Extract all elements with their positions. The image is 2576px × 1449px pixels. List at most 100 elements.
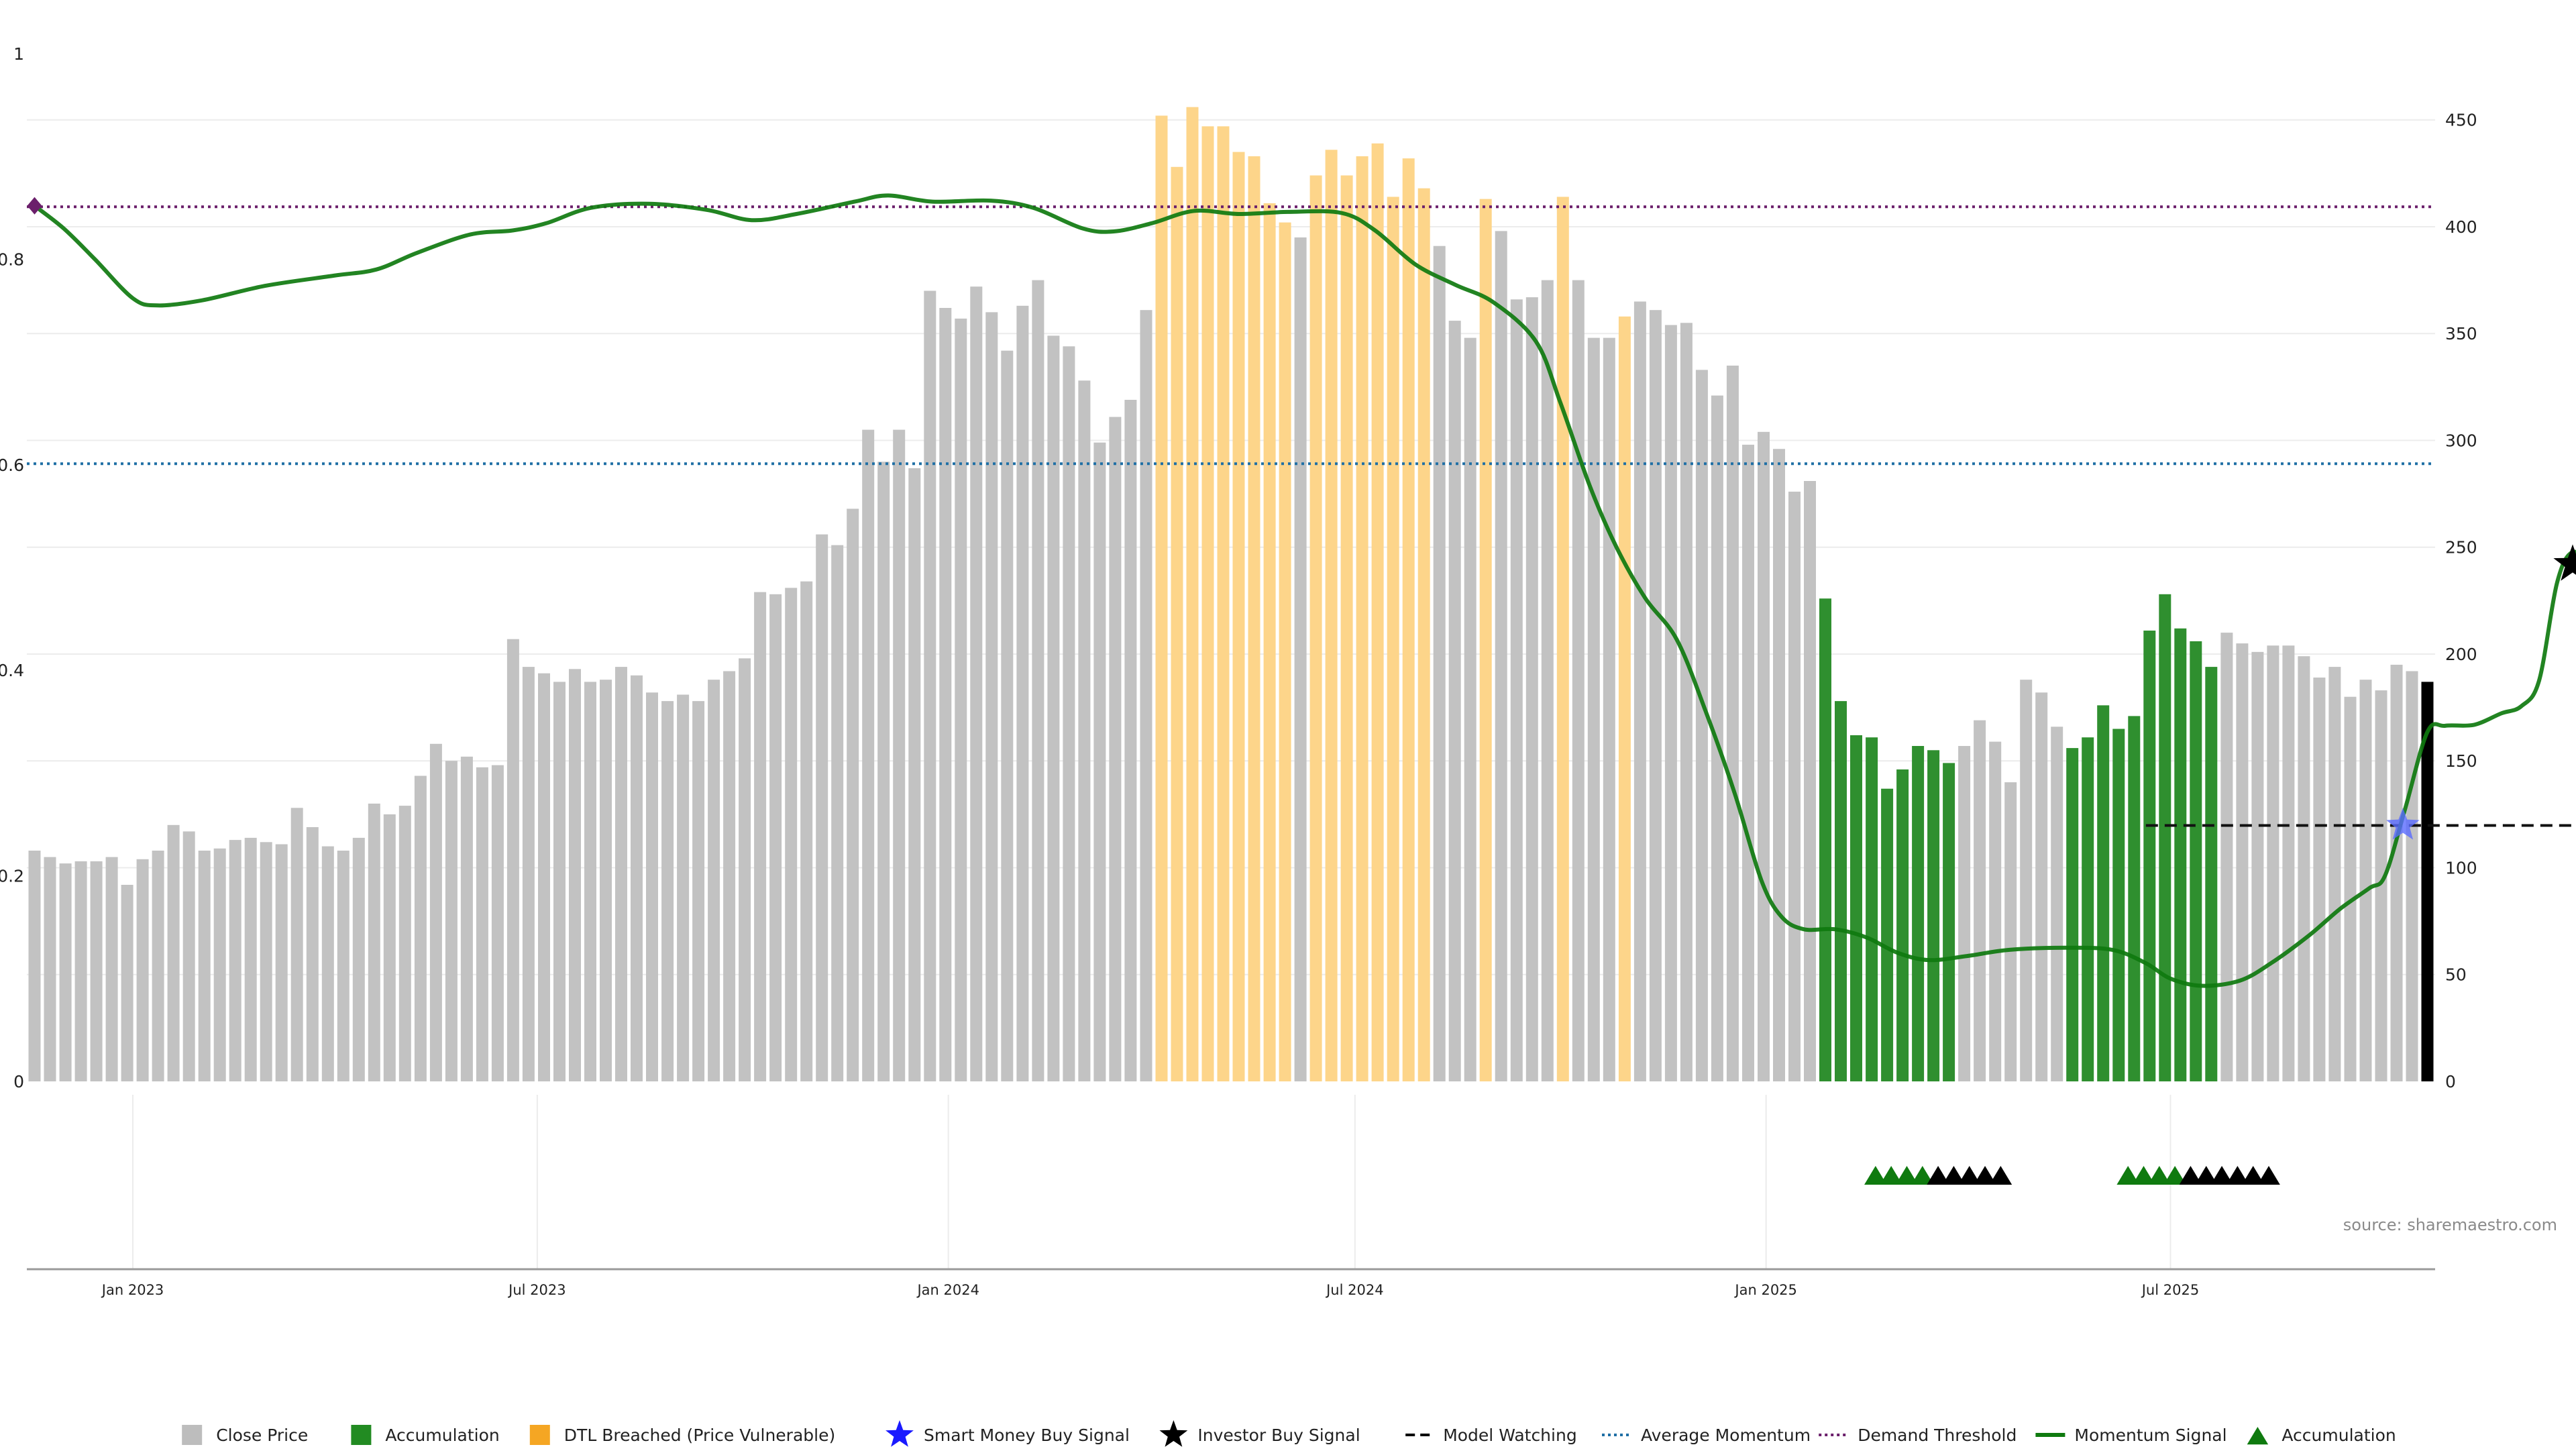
legend-item: Close Price [182, 1425, 308, 1445]
bar-price [692, 701, 705, 1081]
bar-dtl [1556, 197, 1569, 1081]
bar-price [213, 848, 226, 1081]
left-axis-tick-label: 0.8 [0, 250, 24, 269]
right-axis-tick-label: 300 [2445, 431, 2477, 450]
bar-price [2020, 680, 2033, 1081]
bar-acc [1927, 750, 1940, 1081]
bar-price [1603, 337, 1615, 1082]
bar-price [955, 318, 967, 1081]
bar-price [1001, 350, 1014, 1082]
bar-price [1124, 400, 1137, 1081]
x-axis-tick-label: Jul 2023 [507, 1282, 566, 1298]
bar-dtl [1479, 199, 1492, 1082]
bar-price [460, 756, 473, 1081]
accumulation-triangle-green [2148, 1166, 2171, 1185]
bar-price [74, 861, 87, 1081]
bar-price [1140, 310, 1152, 1082]
bar-price [1726, 366, 1739, 1081]
bar-price [893, 429, 906, 1081]
bar-price [352, 837, 365, 1081]
bar-price [1758, 431, 1770, 1081]
bar-price [44, 857, 56, 1081]
legend-label: Close Price [216, 1426, 308, 1445]
legend-item: Investor Buy Signal [1159, 1420, 1360, 1447]
bar-price [2035, 692, 2048, 1081]
bar-price [368, 803, 380, 1081]
legend-swatch [351, 1425, 372, 1445]
bar-dtl [1371, 143, 1384, 1081]
bar-price [306, 827, 319, 1081]
legend-triangle-icon [2247, 1427, 2269, 1445]
bar-price [924, 290, 936, 1081]
bar-acc [1943, 763, 1955, 1081]
bar-price [1032, 280, 1044, 1082]
bar-price [2004, 782, 2017, 1081]
bar-price [1093, 442, 1106, 1081]
bar-acc [2190, 641, 2202, 1081]
bar-acc [1835, 701, 1847, 1081]
accumulation-triangle-black [1989, 1166, 2012, 1185]
bar-price [429, 743, 442, 1081]
bar-price [290, 808, 303, 1081]
bar-price [59, 863, 72, 1081]
bar-price [2390, 664, 2403, 1081]
accumulation-triangle-green [1895, 1166, 1919, 1185]
bar-price [398, 806, 411, 1081]
bar-price [661, 701, 674, 1081]
bar-price [121, 885, 133, 1081]
bar-undefined [2421, 682, 2434, 1081]
x-axis-tick-label: Jan 2023 [101, 1282, 164, 1298]
bar-acc [1881, 788, 1894, 1081]
legend-label: Investor Buy Signal [1197, 1426, 1360, 1445]
bar-price [136, 859, 149, 1081]
bar-price [414, 775, 427, 1081]
bar-price [723, 671, 736, 1081]
bar-price [553, 682, 566, 1081]
bar-price [2220, 633, 2233, 1081]
bar-dtl [1618, 316, 1631, 1081]
bar-dtl [1387, 197, 1399, 1081]
bar-price [1495, 231, 1507, 1081]
bar-price [2406, 671, 2418, 1081]
bar-acc [2066, 748, 2079, 1081]
accumulation-triangle-black [2179, 1166, 2202, 1185]
bar-acc [2143, 631, 2156, 1081]
accumulation-triangle-green [1864, 1166, 1887, 1185]
bar-price [1804, 481, 1816, 1081]
bar-price [1680, 323, 1693, 1081]
bar-acc [1896, 769, 1909, 1081]
accumulation-triangle-green [2163, 1166, 2186, 1185]
bar-price [1773, 449, 1785, 1081]
bar-price [275, 844, 288, 1081]
bar-acc [2082, 737, 2094, 1081]
bar-price [244, 837, 257, 1081]
legend-label: Smart Money Buy Signal [924, 1426, 1130, 1445]
bar-price [816, 534, 828, 1081]
reference-lines [27, 205, 2576, 827]
bar-price [985, 312, 998, 1081]
legend-label: DTL Breached (Price Vulnerable) [564, 1426, 835, 1445]
bar-price [847, 508, 859, 1081]
bar-dtl [1186, 107, 1199, 1082]
bar-price [1510, 299, 1523, 1081]
bar-price [1464, 337, 1477, 1082]
source-note: source: sharemaestro.com [2343, 1216, 2557, 1234]
bar-price [739, 658, 751, 1081]
left-axis-tick-label: 0.2 [0, 867, 24, 886]
legend-star-icon [885, 1420, 914, 1447]
accumulation-triangle-green [2116, 1166, 2140, 1185]
bar-acc [1819, 598, 1831, 1081]
bar-acc [2112, 729, 2125, 1081]
bar-price [785, 588, 798, 1081]
bar-price [321, 846, 334, 1081]
bar-price [2051, 727, 2063, 1081]
bar-price [1587, 337, 1600, 1082]
bar-acc [2159, 594, 2171, 1081]
bar-price [615, 667, 627, 1081]
bar-dtl [1325, 150, 1338, 1081]
bar-price [2328, 667, 2341, 1081]
bar-acc [1850, 735, 1862, 1081]
momentum-signal-line [33, 193, 2576, 988]
legend-label: Demand Threshold [1858, 1426, 2017, 1445]
bar-price [90, 861, 103, 1081]
